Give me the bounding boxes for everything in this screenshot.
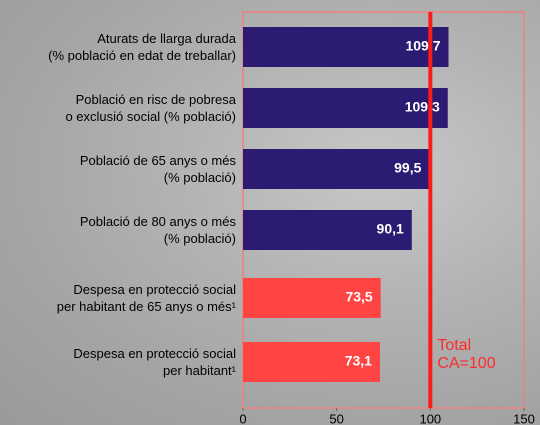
x-tick-label: 150	[513, 411, 535, 425]
value-label: 99,5	[394, 160, 421, 176]
value-label: 109,3	[405, 99, 440, 115]
x-tick-label: 100	[419, 411, 441, 425]
x-tick-label: 0	[239, 411, 246, 425]
value-label: 73,1	[345, 353, 372, 369]
category-label: Despesa en protecció social per habitant…	[0, 281, 236, 315]
chart: 0 50 100 150 109,7 109,3 99,5 90,1 73,5 73,1 Atur…	[0, 0, 540, 425]
value-label: 109,7	[405, 38, 440, 54]
value-label: 90,1	[377, 221, 404, 237]
category-label: Aturats de llarga durada (% població en …	[0, 30, 236, 64]
reference-label: Total CA=100	[437, 337, 495, 373]
category-label: Població de 80 anys o més (% població)	[0, 213, 236, 247]
value-label: 73,5	[345, 289, 372, 305]
category-label: Despesa en protecció social per habitant…	[0, 345, 236, 379]
x-tick-label: 50	[329, 411, 343, 425]
category-label: Població en risc de pobresa o exclusió s…	[0, 91, 236, 125]
category-label: Població de 65 anys o més (% població)	[0, 152, 236, 186]
